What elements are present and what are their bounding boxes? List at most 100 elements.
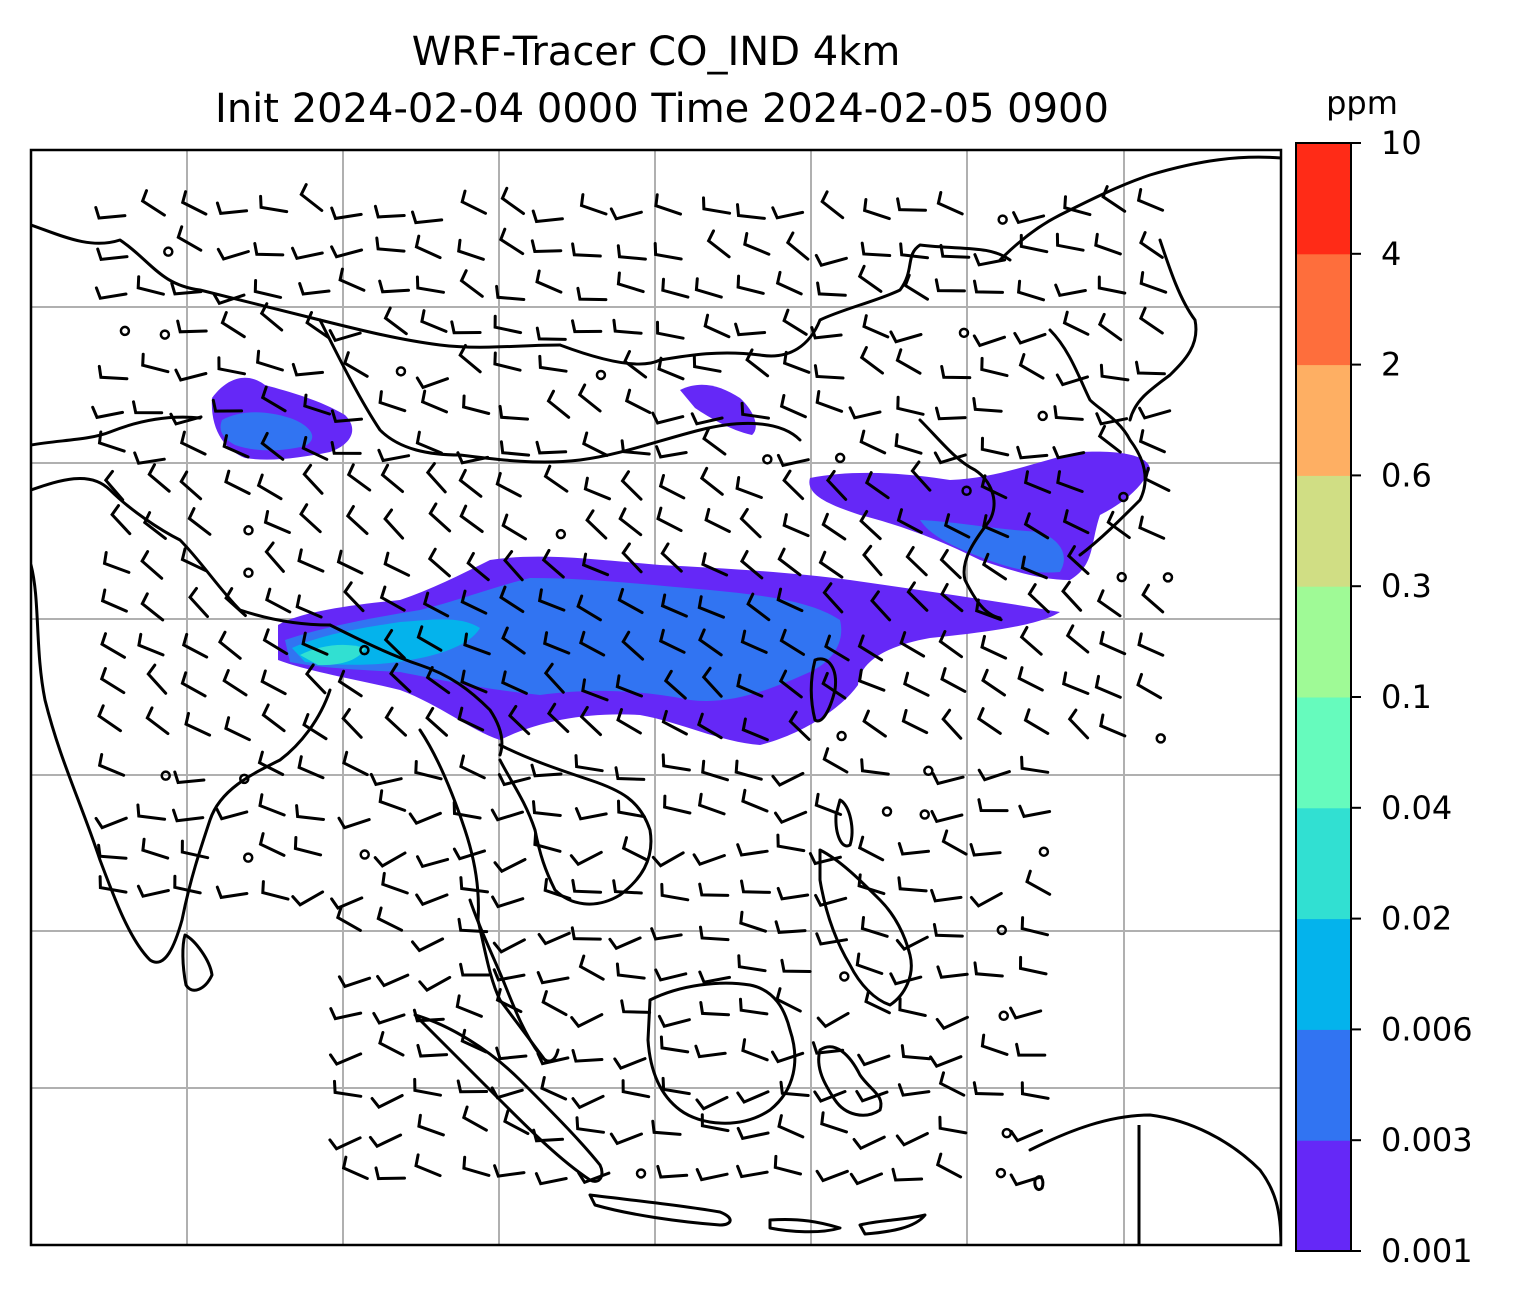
wind-barb bbox=[663, 669, 687, 700]
wind-barb bbox=[621, 1079, 651, 1099]
wind-barb bbox=[701, 666, 723, 698]
wind-barb bbox=[698, 970, 731, 984]
wind-barb bbox=[1012, 211, 1046, 225]
wind-barb bbox=[697, 595, 725, 619]
wind-barb bbox=[341, 708, 363, 739]
calm-wind-marker bbox=[359, 644, 370, 656]
wind-barb bbox=[503, 550, 524, 582]
wind-barb bbox=[821, 512, 847, 541]
title-line-1: WRF-Tracer CO_IND 4km bbox=[412, 29, 901, 75]
wind-barb bbox=[1096, 589, 1122, 618]
wind-barb bbox=[695, 1168, 729, 1182]
wind-barb bbox=[941, 829, 968, 856]
wind-barb bbox=[91, 405, 124, 420]
wind-barb bbox=[655, 445, 688, 459]
wind-barb bbox=[216, 247, 250, 261]
wind-barb bbox=[378, 390, 407, 413]
wind-barb bbox=[932, 923, 964, 938]
wind-barb bbox=[1143, 466, 1171, 492]
wind-barb bbox=[815, 1169, 849, 1183]
wind-barb bbox=[187, 507, 212, 536]
wind-barb bbox=[736, 203, 766, 220]
wind-barb bbox=[571, 319, 603, 334]
wind-barb bbox=[701, 552, 729, 577]
wind-barb bbox=[973, 279, 1004, 294]
wind-barb bbox=[939, 243, 971, 259]
wind-barb bbox=[741, 1038, 769, 1062]
calm-wind-marker bbox=[839, 971, 850, 982]
wind-barb bbox=[493, 858, 527, 874]
wind-barb bbox=[459, 962, 491, 977]
wind-barb bbox=[608, 936, 642, 951]
wind-barb bbox=[771, 771, 805, 787]
wind-barb bbox=[862, 314, 890, 339]
wind-barb bbox=[415, 376, 449, 390]
wind-barb bbox=[188, 586, 209, 618]
wind-barb bbox=[169, 412, 203, 426]
wind-barb bbox=[699, 466, 724, 496]
wind-barb bbox=[583, 476, 611, 501]
calm-wind-marker bbox=[997, 214, 1008, 225]
colorbar-swatch bbox=[1296, 253, 1351, 366]
wind-barb bbox=[897, 1083, 931, 1097]
wind-barb bbox=[495, 988, 523, 1014]
wind-barb bbox=[383, 306, 408, 336]
wind-barb bbox=[814, 792, 843, 816]
wind-barb bbox=[702, 196, 732, 215]
wind-barb bbox=[889, 330, 923, 344]
wind-barb bbox=[910, 460, 932, 492]
wind-barb bbox=[543, 877, 572, 901]
wind-barb bbox=[849, 1172, 883, 1186]
wind-barb bbox=[943, 513, 971, 539]
wind-barb bbox=[816, 281, 847, 297]
wind-barb bbox=[173, 770, 206, 785]
wind-barb bbox=[776, 886, 810, 901]
wind-barb bbox=[258, 832, 286, 857]
wind-barb bbox=[102, 551, 131, 574]
wind-barb bbox=[1062, 310, 1090, 336]
colorbar-swatch bbox=[1296, 807, 1351, 920]
wind-barb bbox=[258, 793, 286, 817]
wind-barb bbox=[459, 876, 489, 894]
wind-barb bbox=[373, 851, 407, 868]
wind-barb bbox=[581, 678, 609, 702]
wind-barb bbox=[536, 971, 570, 985]
calm-wind-marker bbox=[995, 1167, 1007, 1179]
wind-barb bbox=[537, 588, 566, 612]
wind-barb bbox=[570, 1013, 604, 1029]
wind-barb bbox=[100, 632, 126, 659]
wind-barb bbox=[569, 850, 603, 867]
wind-barb bbox=[656, 506, 683, 533]
wind-barb bbox=[389, 662, 412, 693]
wind-barb bbox=[97, 753, 126, 777]
wind-barb bbox=[972, 334, 1006, 348]
wind-barb bbox=[428, 502, 452, 533]
wind-barb bbox=[330, 245, 364, 259]
colorbar-tick-label: 0.6 bbox=[1381, 456, 1432, 494]
wind-barb bbox=[857, 873, 886, 896]
wind-barb bbox=[297, 755, 325, 780]
wind-barb bbox=[651, 851, 685, 868]
wind-barb bbox=[1106, 510, 1131, 540]
wind-barb bbox=[532, 1128, 564, 1143]
wind-barb bbox=[259, 194, 289, 214]
wind-barb bbox=[980, 356, 1009, 378]
wind-barb bbox=[462, 1155, 491, 1177]
wind-barb bbox=[1019, 626, 1043, 656]
wind-barb bbox=[816, 1011, 850, 1029]
wind-barb bbox=[822, 582, 844, 614]
wind-barb bbox=[1009, 1173, 1043, 1187]
wind-barb bbox=[459, 754, 486, 780]
wind-barb bbox=[1099, 630, 1127, 656]
calm-wind-marker bbox=[919, 809, 930, 820]
wind-barb bbox=[899, 242, 929, 260]
colorbar-swatch bbox=[1296, 364, 1351, 476]
wind-barb bbox=[929, 1055, 963, 1068]
wind-barb bbox=[345, 505, 369, 535]
wind-barb bbox=[734, 759, 763, 781]
wind-barb bbox=[579, 705, 602, 737]
wind-barb bbox=[696, 712, 723, 740]
wind-barb bbox=[616, 708, 642, 735]
wind-barb bbox=[857, 835, 885, 862]
